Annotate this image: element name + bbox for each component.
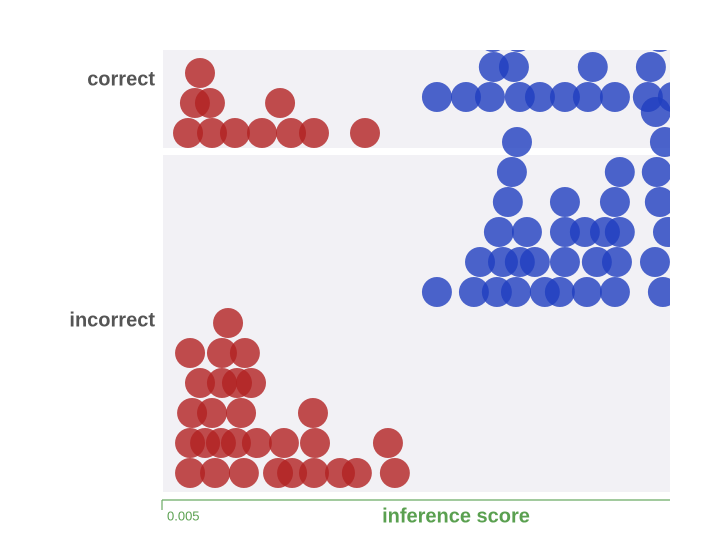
dot <box>549 247 580 277</box>
dot <box>276 118 307 148</box>
dot <box>474 82 505 112</box>
dot <box>652 217 670 247</box>
dot <box>549 82 580 112</box>
dot <box>341 458 372 488</box>
dot <box>298 458 329 488</box>
dot <box>524 82 555 112</box>
dot <box>599 277 630 307</box>
dot <box>483 217 514 247</box>
dot <box>379 458 410 488</box>
dot <box>571 277 602 307</box>
dot <box>213 308 244 338</box>
dot <box>500 277 531 307</box>
dot <box>177 398 208 428</box>
dot <box>194 88 225 118</box>
dot <box>641 157 670 187</box>
dot <box>519 247 550 277</box>
x-tick-label: 0.005 <box>167 508 200 523</box>
dot <box>577 52 608 82</box>
dot <box>184 58 215 88</box>
dot <box>501 127 532 157</box>
dot <box>190 428 221 458</box>
dot <box>581 247 612 277</box>
dot <box>492 187 523 217</box>
dot <box>372 428 403 458</box>
dot <box>644 187 670 217</box>
dot <box>268 428 299 458</box>
dot <box>226 398 257 428</box>
dot <box>649 127 670 157</box>
dot <box>421 277 452 307</box>
dot <box>220 428 251 458</box>
dot <box>640 97 670 127</box>
dot <box>263 458 294 488</box>
dot <box>200 458 231 488</box>
dot <box>511 217 542 247</box>
dot <box>228 458 259 488</box>
dot <box>297 398 328 428</box>
dot <box>229 338 260 368</box>
dot <box>496 157 527 187</box>
dot <box>173 118 204 148</box>
dot <box>549 217 580 247</box>
dot <box>246 118 277 148</box>
dot <box>175 458 206 488</box>
x-axis-label: inference score <box>382 505 530 527</box>
dot <box>647 277 670 307</box>
dot <box>196 118 227 148</box>
dot <box>349 118 380 148</box>
dot <box>635 52 666 82</box>
dot <box>458 277 489 307</box>
dot <box>498 52 529 82</box>
dot <box>485 50 501 52</box>
dot <box>241 428 272 458</box>
category-label: incorrect <box>69 309 155 331</box>
dot <box>510 50 526 52</box>
dot <box>639 247 670 277</box>
dot <box>265 88 296 118</box>
dot <box>300 428 331 458</box>
dot <box>175 338 206 368</box>
dot <box>599 82 630 112</box>
dot <box>465 247 496 277</box>
dot <box>604 157 635 187</box>
dot <box>589 217 620 247</box>
dot <box>184 368 215 398</box>
dot <box>549 187 580 217</box>
dot <box>450 82 481 112</box>
dot <box>652 50 668 52</box>
dot <box>219 118 250 148</box>
dot <box>236 368 267 398</box>
dot <box>206 338 237 368</box>
dot <box>298 118 329 148</box>
category-label: correct <box>87 68 155 90</box>
dot <box>529 277 560 307</box>
dot <box>421 82 452 112</box>
dot <box>599 187 630 217</box>
dot <box>572 82 603 112</box>
